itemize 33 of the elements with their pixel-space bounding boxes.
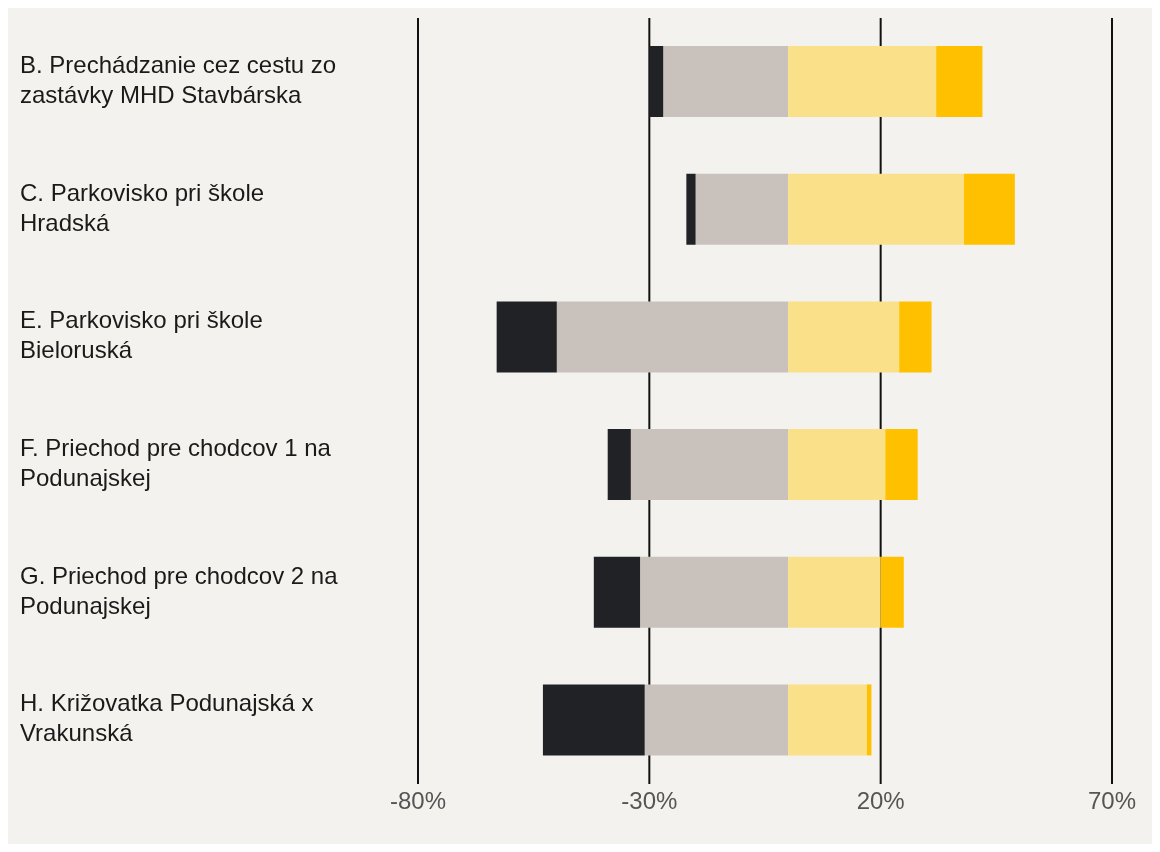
bar (788, 301, 900, 373)
bar (686, 173, 696, 245)
bar (663, 46, 789, 118)
y-tick-label: H. Križovatka Podunajská x Vrakunská (20, 689, 314, 747)
bar (788, 684, 867, 756)
bar (644, 684, 789, 756)
y-tick-label: E. Parkovisko pri škole Bieloruská (20, 306, 263, 364)
bar (496, 301, 557, 373)
x-tick-label: -80% (389, 787, 447, 815)
bar (885, 429, 918, 501)
bar (556, 301, 789, 373)
bar (880, 556, 904, 628)
x-tick-label: -30% (621, 787, 678, 815)
bar (607, 429, 631, 501)
bar (963, 173, 1015, 245)
bar (630, 429, 789, 501)
bar (593, 556, 641, 628)
bar (788, 173, 964, 245)
bar (899, 301, 932, 373)
x-tick-label: 20% (856, 787, 905, 815)
y-tick-label: C. Parkovisko pri škole Hradská (20, 178, 265, 236)
y-tick-label: G. Priechod pre chodcov 2 na Podunajskej (20, 561, 339, 619)
bar (788, 556, 881, 628)
x-tick-label: 70% (1087, 787, 1137, 815)
bar (788, 46, 937, 118)
bar (695, 173, 789, 245)
bar (649, 46, 664, 118)
y-tick-label: B. Prechádzanie cez cestu zo zastávky MHD Stavbárska (20, 51, 337, 109)
bar (788, 429, 886, 501)
bar (936, 46, 983, 118)
bar (542, 684, 645, 756)
y-tick-label: F. Priechod pre chodcov 1 na Podunajskej (20, 434, 332, 492)
bar (640, 556, 789, 628)
